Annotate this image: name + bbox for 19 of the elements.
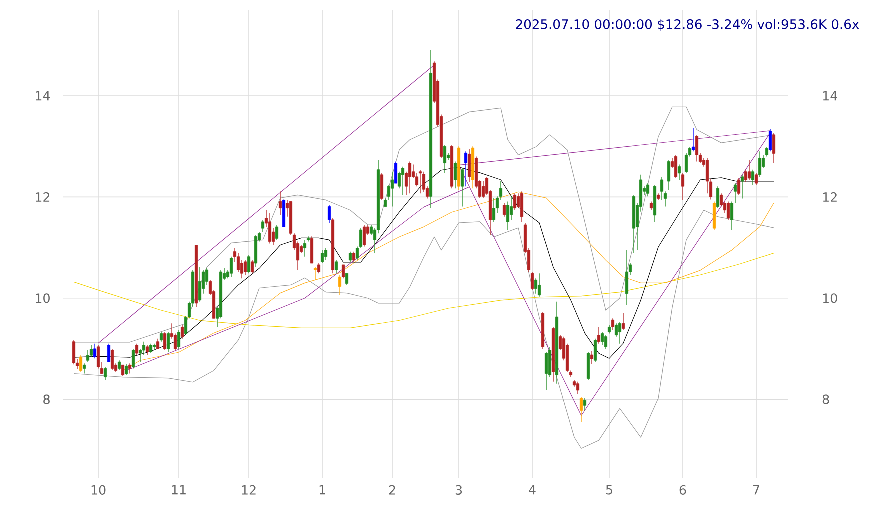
y2-tick-label: 12 (823, 192, 837, 202)
y-tick-label: 12 (36, 192, 50, 202)
x-tick-label: 2 (389, 485, 396, 495)
y2-tick-label: 14 (823, 91, 838, 101)
text: 2025.07.10 00:00:00 $12.86 -3.24% vol:953.6K 0.6x (516, 19, 860, 32)
x-tick-label: 7 (754, 485, 760, 495)
x-tick-label: 3 (456, 485, 462, 495)
y-tick-label: 14 (36, 91, 50, 101)
y-tick-label: 8 (44, 394, 50, 404)
x-tick-label: 4 (529, 485, 536, 495)
x-tick-label: 5 (606, 485, 612, 495)
x-tick-label: 6 (680, 485, 686, 495)
y2-tick-label: 10 (823, 294, 838, 304)
y2-tick-label: 8 (822, 394, 830, 404)
x-tick-label: 12 (242, 485, 256, 495)
y-tick-label: 10 (36, 294, 50, 304)
x-tick-label: 10 (92, 485, 106, 495)
x-tick-label: 11 (172, 485, 186, 495)
x-tick-label: 1 (320, 485, 326, 495)
